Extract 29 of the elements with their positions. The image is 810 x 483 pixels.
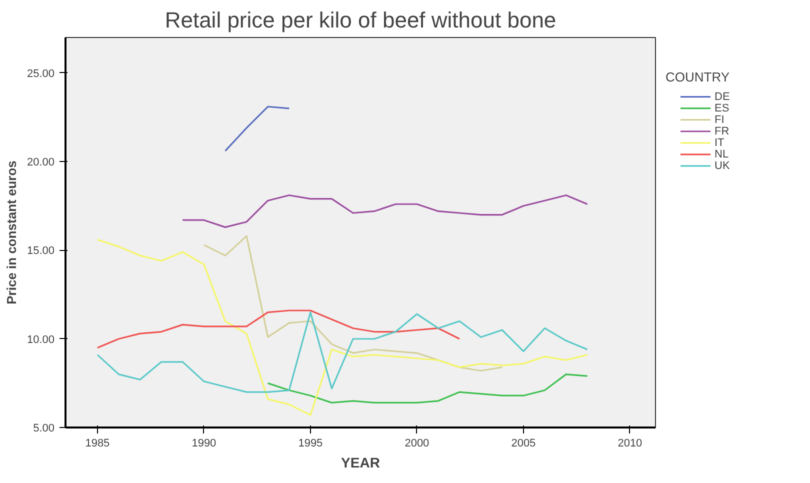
line-series: [224, 106, 290, 152]
legend-label: DE: [714, 90, 730, 103]
legend-label: FR: [714, 125, 730, 138]
legend-title: COUNTRY: [666, 70, 730, 85]
y-tick-label: 25.00: [26, 68, 55, 80]
line-series: [96, 311, 588, 393]
legend-label: UK: [714, 160, 730, 172]
legend-label: IT: [714, 136, 725, 149]
x-tick-label: 2010: [618, 438, 642, 450]
line-series: [96, 238, 588, 416]
x-tick-label: 1990: [192, 438, 216, 450]
y-tick-label: 15.00: [26, 245, 55, 258]
y-tick-label: 5.00: [33, 422, 55, 434]
x-tick-label: 1995: [298, 438, 323, 450]
line-series: [267, 374, 588, 404]
line-series: [96, 310, 460, 349]
legend-label: NL: [714, 148, 729, 160]
legend-label: FI: [714, 114, 724, 126]
x-tick-label: 1985: [85, 438, 110, 450]
legend-label: ES: [714, 102, 730, 114]
line-series: [182, 194, 588, 228]
x-tick-label: 2005: [511, 438, 536, 450]
chart-title: Retail price per kilo of beef without bone: [164, 8, 556, 32]
line-series: [203, 235, 503, 372]
x-axis-title: YEAR: [341, 454, 380, 470]
y-tick-label: 10.00: [26, 334, 55, 346]
x-tick-label: 2000: [404, 438, 430, 450]
y-tick-label: 20.00: [26, 156, 55, 169]
y-axis-title: Price in constant euros: [4, 160, 19, 304]
